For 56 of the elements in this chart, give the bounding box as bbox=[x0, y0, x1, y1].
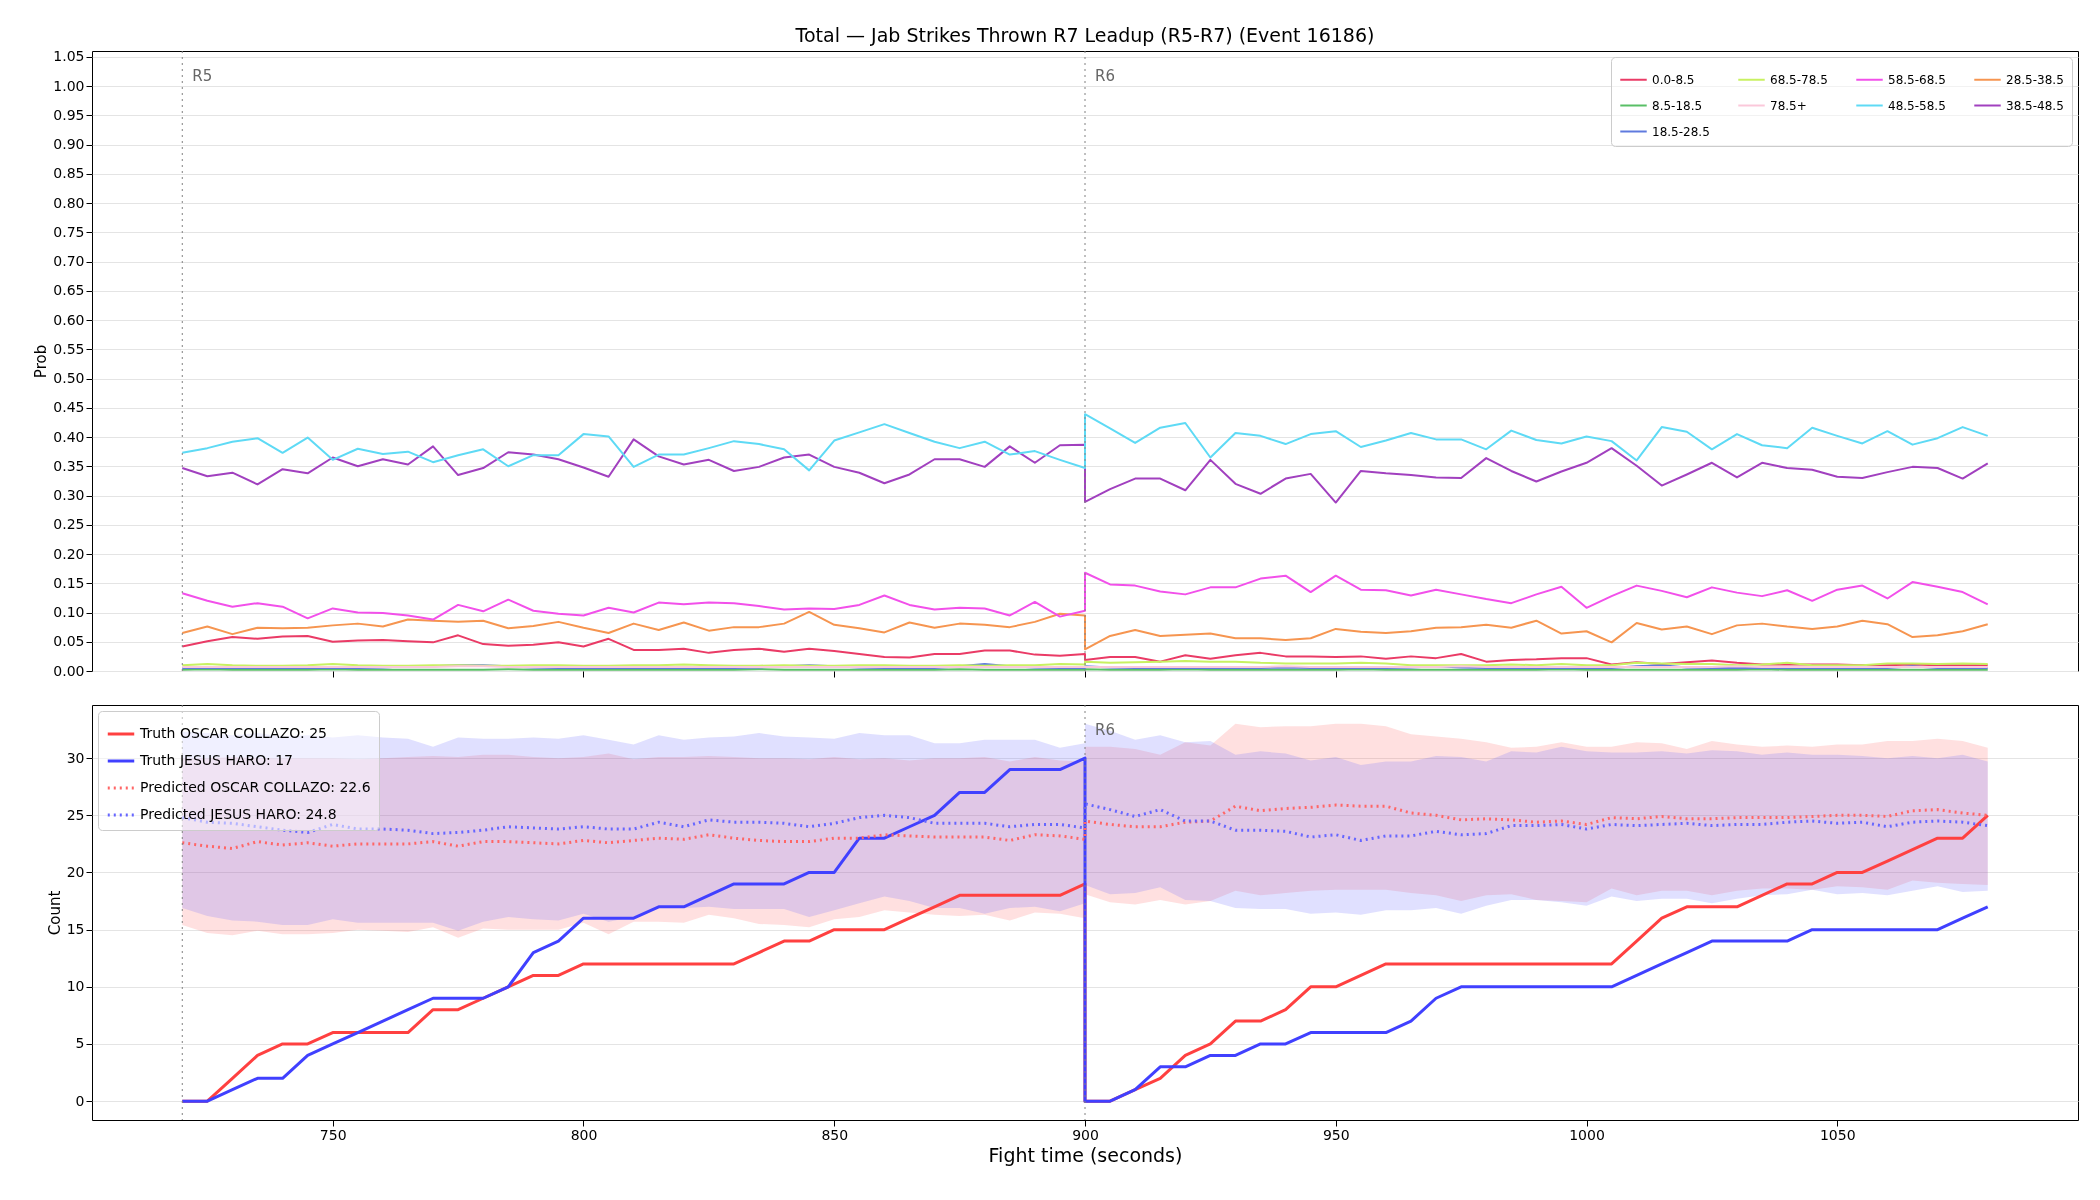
x-tick-label: 1000 bbox=[1569, 1126, 1605, 1143]
y-tick-label: 1.00 bbox=[53, 77, 85, 94]
legend-label: 28.5-38.5 bbox=[2006, 72, 2064, 87]
y-tick-label: 0.40 bbox=[53, 428, 85, 445]
y-tick-label: 0.90 bbox=[53, 136, 85, 153]
y-tick-label: 0.20 bbox=[53, 545, 85, 562]
legend-label: 68.5-78.5 bbox=[1770, 72, 1828, 87]
y-tick-label: 0.45 bbox=[53, 399, 85, 416]
y-tick-label: 0.15 bbox=[53, 574, 85, 591]
y-tick-label: 15 bbox=[66, 921, 85, 938]
y-tick-label: 0 bbox=[75, 1092, 85, 1109]
legend-label: 38.5-48.5 bbox=[2006, 98, 2064, 113]
y-tick-label: 0.70 bbox=[53, 253, 85, 270]
y-tick-label: 0.95 bbox=[53, 106, 85, 123]
x-tick-label: 800 bbox=[570, 1126, 598, 1143]
x-tick-label: 950 bbox=[1322, 1126, 1350, 1143]
ref-line-label: R5 bbox=[192, 67, 213, 85]
y-tick-label: 0.35 bbox=[53, 457, 85, 474]
y-tick-label: 1.05 bbox=[53, 48, 85, 65]
y-tick-label: 10 bbox=[66, 978, 85, 995]
y-tick-label: 0.30 bbox=[53, 487, 85, 504]
y-tick-label: 0.50 bbox=[53, 370, 85, 387]
legend-label: 48.5-58.5 bbox=[1888, 98, 1946, 113]
legend-label: 58.5-68.5 bbox=[1888, 72, 1946, 87]
legend-label: 0.0-8.5 bbox=[1652, 72, 1695, 87]
x-tick-label: 900 bbox=[1072, 1126, 1099, 1143]
x-axis-title: Fight time (seconds) bbox=[988, 1143, 1183, 1166]
x-tick-label: 1050 bbox=[1819, 1126, 1856, 1143]
y-tick-label: 30 bbox=[66, 749, 85, 766]
y-tick-label: 0.55 bbox=[53, 340, 85, 357]
y-axis-title: Count bbox=[45, 890, 64, 936]
y-tick-label: 0.60 bbox=[53, 311, 85, 328]
legend-label: Predicted JESUS HARO: 24.8 bbox=[140, 806, 337, 822]
legend-label: 78.5+ bbox=[1770, 98, 1807, 113]
x-tick-label: 850 bbox=[821, 1126, 849, 1143]
y-tick-label: 0.65 bbox=[53, 282, 85, 299]
legend-label: 18.5-28.5 bbox=[1652, 124, 1710, 139]
legend-label: Truth JESUS HARO: 17 bbox=[139, 752, 293, 768]
legend-label: Truth OSCAR COLLAZO: 25 bbox=[139, 725, 328, 741]
x-tick-label: 750 bbox=[319, 1126, 347, 1143]
legend-label: 8.5-18.5 bbox=[1652, 98, 1703, 113]
ref-line-label: R6 bbox=[1095, 67, 1115, 85]
y-tick-label: 0.25 bbox=[53, 516, 85, 533]
y-tick-label: 0.80 bbox=[53, 194, 85, 211]
y-tick-label: 0.85 bbox=[53, 165, 85, 182]
y-tick-label: 5 bbox=[75, 1035, 85, 1052]
y-tick-label: 0.05 bbox=[53, 633, 85, 650]
y-axis-title: Prob bbox=[32, 344, 51, 379]
y-tick-label: 0.10 bbox=[53, 604, 85, 621]
chart-title: Total — Jab Strikes Thrown R7 Leadup (R5-R7) (Event 16186) bbox=[794, 23, 1375, 46]
legend-label: Predicted OSCAR COLLAZO: 22.6 bbox=[140, 779, 371, 795]
ref-line-label: R6 bbox=[1095, 721, 1115, 739]
y-tick-label: 0.00 bbox=[53, 662, 85, 679]
y-tick-label: 20 bbox=[66, 863, 85, 880]
y-tick-label: 25 bbox=[66, 806, 85, 823]
y-tick-label: 0.75 bbox=[53, 223, 85, 240]
